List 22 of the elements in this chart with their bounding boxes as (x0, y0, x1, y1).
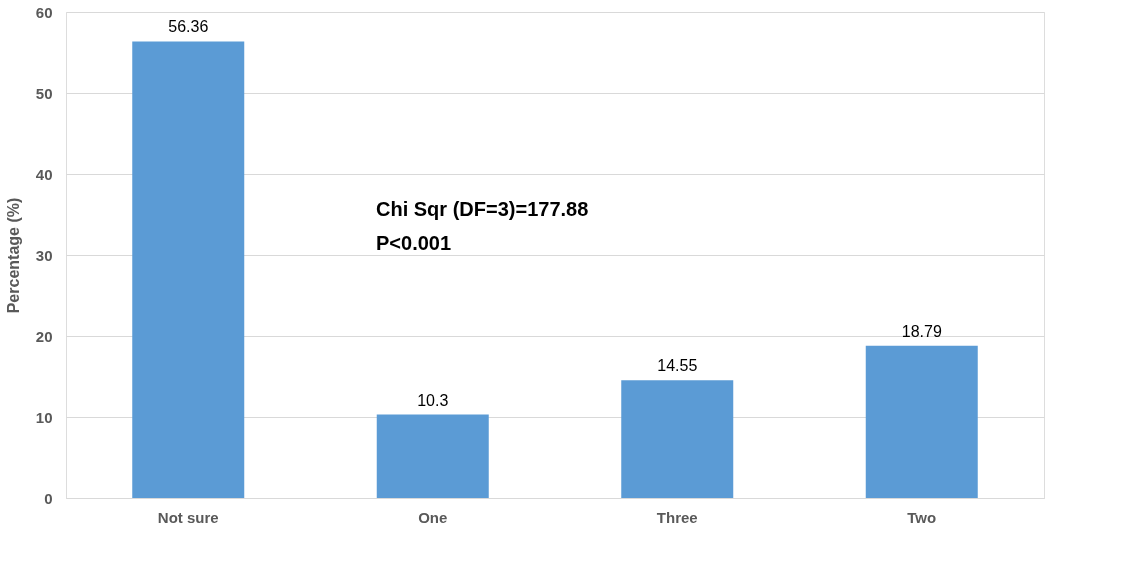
data-label: 10.3 (417, 391, 449, 409)
data-label: 18.79 (901, 322, 942, 340)
x-tick-label: One (418, 508, 448, 526)
bar (132, 41, 245, 498)
bar (865, 345, 978, 498)
y-tick-label: 0 (44, 489, 53, 507)
bar (376, 414, 489, 498)
y-tick-label: 40 (35, 165, 53, 183)
data-label: 14.55 (657, 357, 698, 375)
x-tick-label: Three (656, 508, 698, 526)
annotation: P<0.001 (376, 232, 452, 254)
y-tick-label: 10 (35, 408, 53, 426)
y-tick-label: 20 (35, 327, 53, 345)
y-axis-title: Percentage (%) (4, 197, 22, 314)
y-tick-label: 50 (35, 84, 53, 102)
annotation: Chi Sqr (DF=3)=177.88 (376, 198, 589, 220)
y-tick-label: 30 (35, 246, 53, 264)
y-tick-label: 60 (35, 3, 53, 21)
bar (621, 380, 734, 498)
x-tick-label: Not sure (157, 508, 219, 526)
x-tick-label: Two (907, 508, 937, 526)
data-label: 56.36 (168, 18, 209, 36)
